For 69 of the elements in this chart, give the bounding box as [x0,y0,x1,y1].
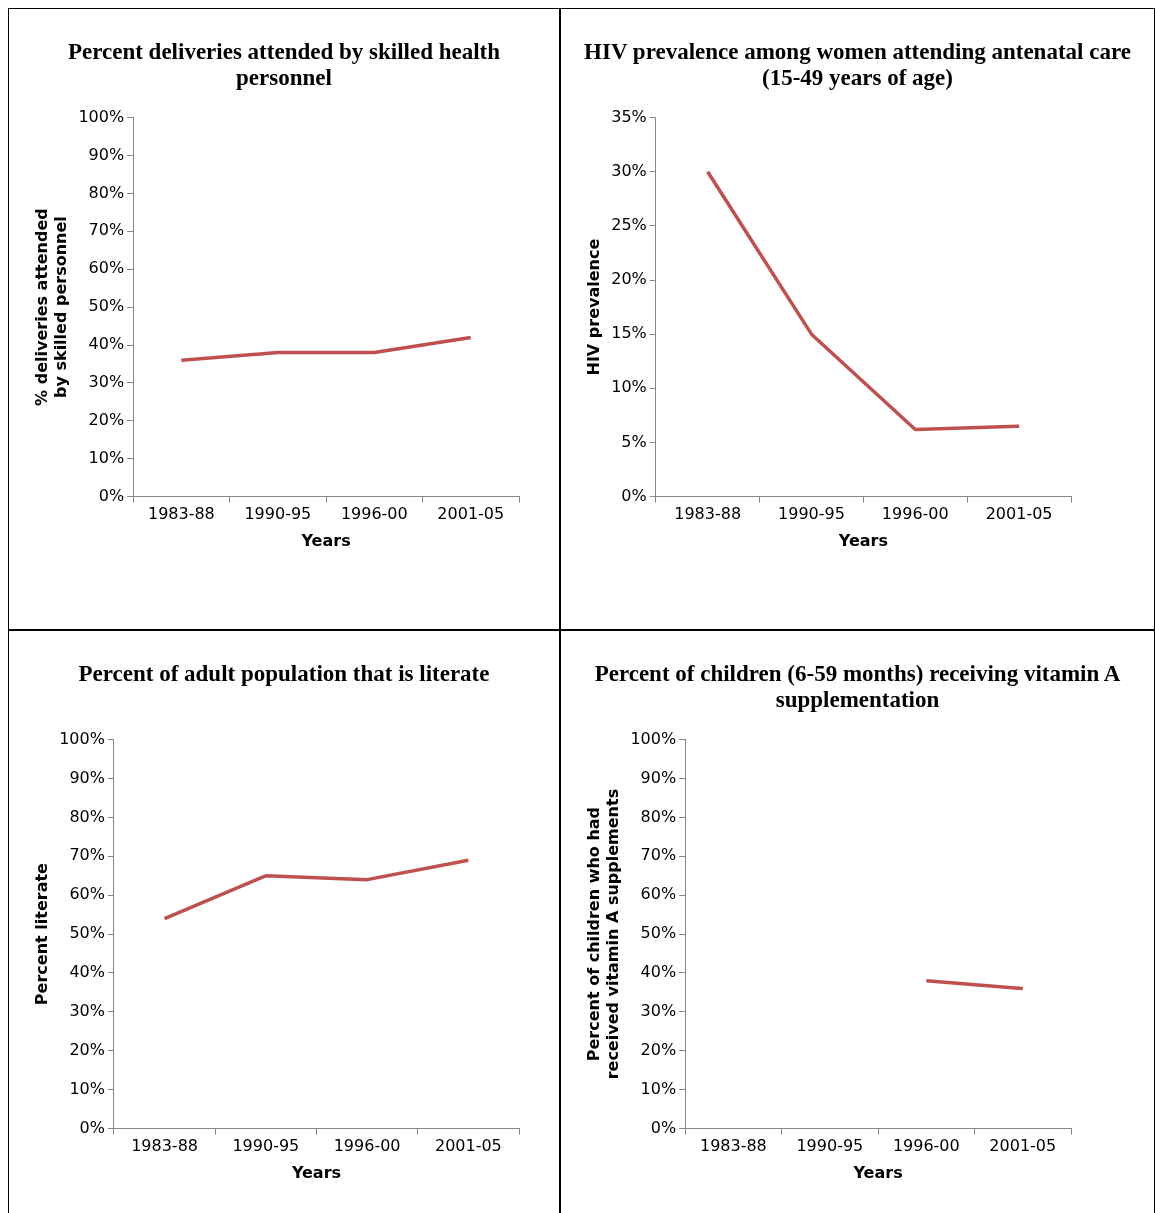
y-axis-title: Percent of children who had received vitamin A supplements [583,788,622,1080]
x-tick-label: 1996-00 [881,504,949,524]
y-tick-label: 20% [640,1039,677,1059]
y-tick-label: 30% [88,372,125,392]
y-tick-label: 100% [78,106,125,126]
y-tick-label: 0% [79,1117,105,1137]
y-tick-label: 10% [611,377,647,397]
y-tick-label: 30% [69,1001,105,1021]
y-tick-label: 50% [640,923,677,943]
y-tick-label: 5% [621,431,647,451]
x-tick-label: 2001-05 [434,1136,502,1156]
x-tick-label: 1990-95 [232,1136,300,1156]
y-tick-label: 50% [69,923,105,943]
y-tick-label: 90% [69,767,105,787]
y-tick-label: 0% [98,485,125,505]
y-tick-label: 80% [69,806,105,826]
chart-title: Percent of children (6-59 months) receiving vitamin A supplementation [593,661,1122,714]
x-axis-title: Years [290,1162,342,1182]
y-tick-label: 40% [88,334,125,354]
y-tick-label: 60% [88,258,125,278]
y-tick-label: 30% [611,160,647,180]
y-tick-label: 70% [69,845,105,865]
y-tick-label: 100% [630,728,677,748]
y-tick-label: 100% [59,728,105,748]
y-tick-label: 60% [69,884,105,904]
x-tick-label: 1983-88 [674,504,742,524]
x-tick-label: 1990-95 [778,504,845,524]
x-tick-label: 1996-00 [340,504,408,524]
chart-title: Percent of adult population that is literate [77,661,491,688]
x-axis-title: Years [837,530,888,550]
y-tick-label: 0% [621,485,647,505]
chart-title: Percent deliveries attended by skilled health personnel [66,39,502,92]
y-tick-label: 20% [69,1039,105,1059]
y-tick-label: 70% [88,220,125,240]
y-tick-label: 0% [650,1117,677,1137]
y-tick-label: 10% [640,1078,677,1098]
y-tick-label: 60% [640,884,677,904]
y-axis-title: HIV prevalence [583,238,603,376]
y-tick-label: 10% [88,447,125,467]
y-tick-label: 80% [640,806,677,826]
y-tick-label: 50% [88,296,125,316]
x-axis-title: Years [852,1162,903,1182]
x-tick-label: 1983-88 [147,504,215,524]
y-axis-title: % deliveries attended by skilled personnel [31,208,70,406]
y-tick-label: 40% [69,962,105,982]
y-tick-label: 30% [640,1001,677,1021]
y-tick-label: 15% [611,323,647,343]
y-tick-label: 35% [611,106,647,126]
y-tick-label: 25% [611,215,647,235]
x-axis-title: Years [300,530,351,550]
y-tick-label: 40% [640,962,677,982]
x-tick-label: 2001-05 [985,504,1053,524]
y-tick-label: 90% [88,144,125,164]
x-tick-label: 2001-05 [989,1136,1057,1156]
x-tick-label: 1990-95 [796,1136,864,1156]
chart-title: HIV prevalence among women attending antenatal care (15-49 years of age) [583,39,1132,92]
y-tick-label: 90% [640,767,677,787]
x-tick-label: 1990-95 [244,504,312,524]
y-axis-title: Percent literate [31,862,51,1006]
y-tick-label: 20% [611,269,647,289]
x-tick-label: 2001-05 [437,504,505,524]
y-tick-label: 70% [640,845,677,865]
x-tick-label: 1996-00 [892,1136,960,1156]
y-tick-label: 20% [88,409,125,429]
x-tick-label: 1983-88 [131,1136,198,1156]
x-tick-label: 1996-00 [333,1136,401,1156]
y-tick-label: 80% [88,182,125,202]
x-tick-label: 1983-88 [699,1136,767,1156]
y-tick-label: 10% [69,1078,105,1098]
